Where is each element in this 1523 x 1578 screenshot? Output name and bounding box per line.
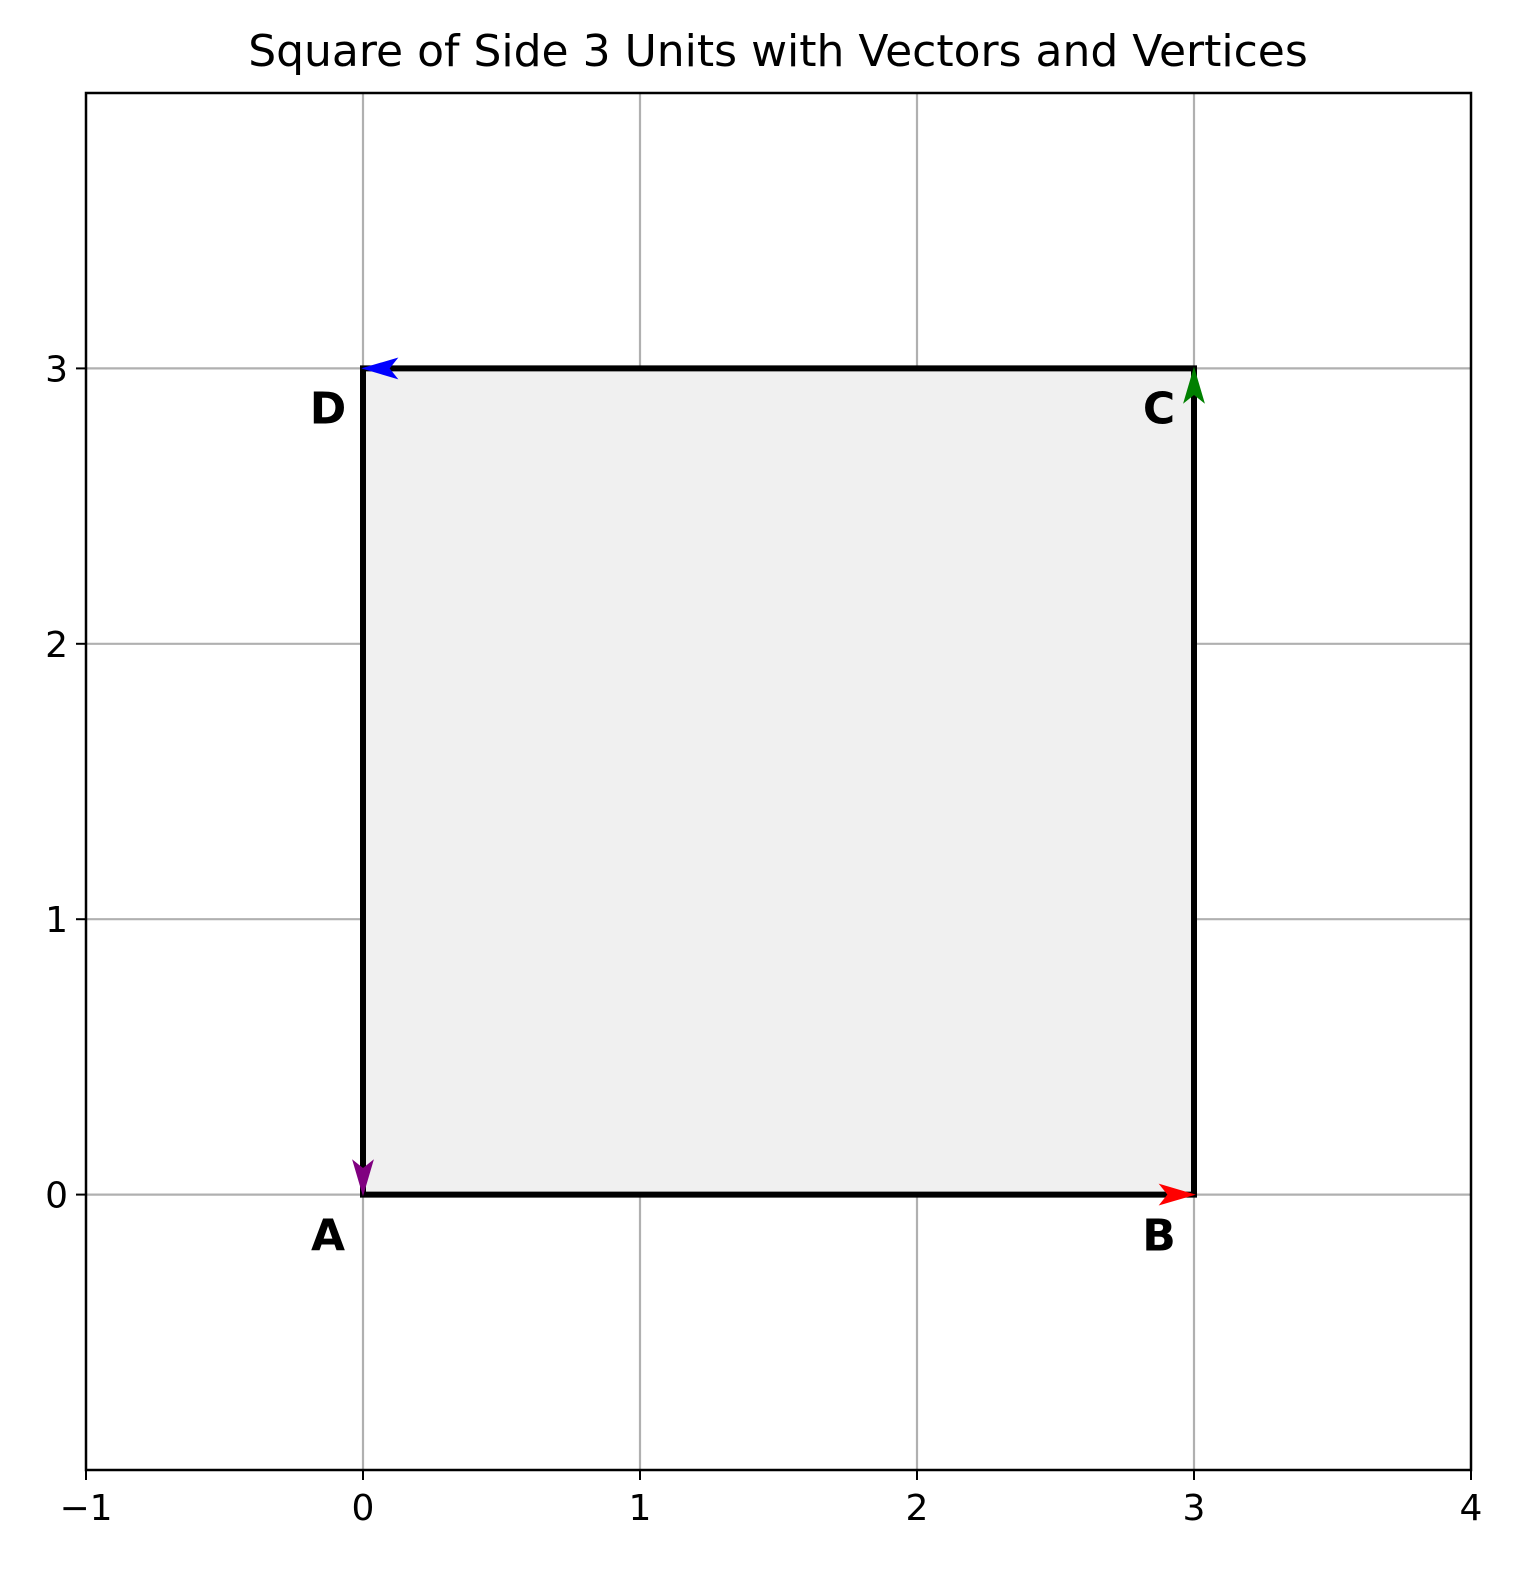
plot-frame — [84, 91, 1473, 1472]
vector-arrowhead — [352, 1159, 374, 1197]
vertex-label-a: A — [311, 1211, 345, 1262]
vertex-label-b: B — [1142, 1211, 1176, 1262]
vectors — [352, 357, 1205, 1206]
vector-arrowhead — [1183, 366, 1205, 404]
x-tick-label: 3 — [1183, 1488, 1206, 1529]
x-tick-label: −1 — [59, 1488, 112, 1529]
vector-arrowhead — [361, 357, 399, 380]
vertex-labels: A B C D — [310, 383, 1176, 1261]
square-polygon — [360, 365, 1197, 1198]
x-tick-label: 1 — [629, 1488, 652, 1529]
x-tick-label: 0 — [352, 1488, 375, 1529]
square-shape — [360, 365, 1197, 1198]
x-tick-label: 4 — [1460, 1488, 1483, 1529]
vertex-label-c: C — [1143, 383, 1175, 434]
x-tick-label: 2 — [906, 1488, 929, 1529]
vertex-label-d: D — [310, 383, 347, 434]
y-tick-label: 3 — [45, 349, 68, 390]
y-tick-label: 1 — [45, 900, 68, 941]
y-tick-label: 2 — [45, 625, 68, 666]
axis-ticks: −1 0 1 2 3 4 0 1 2 3 — [45, 349, 1482, 1529]
y-tick-label: 0 — [45, 1176, 68, 1217]
vector-arrowhead — [1158, 1183, 1196, 1206]
chart-title: Square of Side 3 Units with Vectors and … — [248, 26, 1308, 77]
